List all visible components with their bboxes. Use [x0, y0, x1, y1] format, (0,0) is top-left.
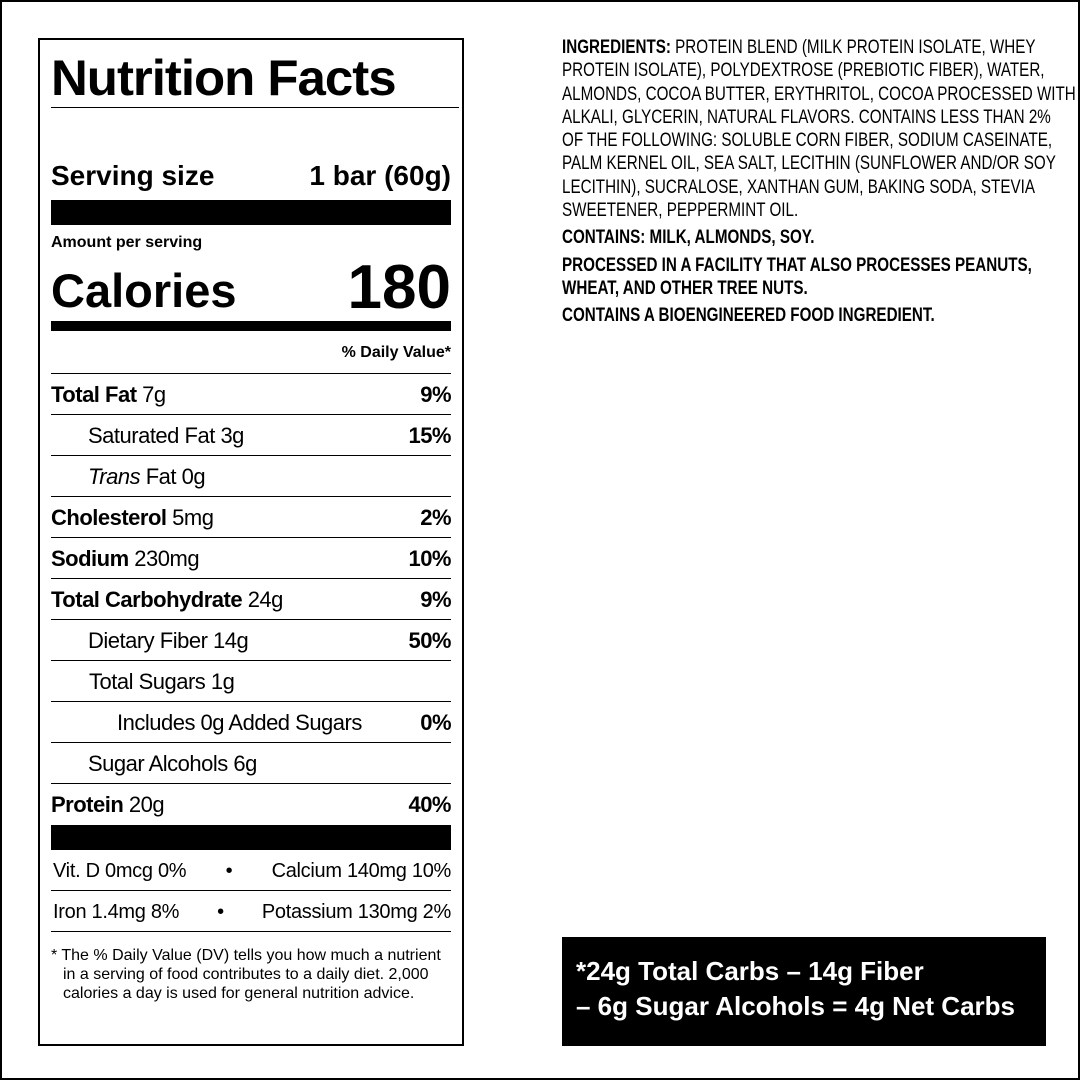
ingredients-line: PROTEIN ISOLATE), POLYDEXTROSE (PREBIOTI… [562, 60, 1045, 82]
net-carbs-line: *24g Total Carbs – 14g Fiber [576, 956, 924, 986]
nutrient-row-protein: Protein 20g 40% [51, 792, 451, 817]
ingredients-panel: INGREDIENTS: PROTEIN BLEND (MILK PROTEIN… [562, 36, 1076, 328]
ingredients-line: OF THE FOLLOWING: SOLUBLE CORN FIBER, SO… [562, 130, 1053, 152]
ingredients-line: PALM KERNEL OIL, SEA SALT, LECITHIN (SUN… [562, 153, 1056, 175]
nutrient-row-total-carbohydrate: Total Carbohydrate 24g 9% [51, 579, 451, 620]
serving-size: Serving size 1 bar (60g) [51, 156, 451, 200]
daily-value-header: % Daily Value* [51, 331, 451, 374]
facility-warning: PROCESSED IN A FACILITY THAT ALSO PROCES… [562, 254, 1032, 276]
nutrient-row-added-sugars: Includes 0g Added Sugars 0% [51, 702, 451, 743]
divider-thick [51, 200, 451, 225]
nutrient-row-trans-fat: Trans Fat 0g [51, 456, 451, 497]
ingredients-line: SWEETENER, PEPPERMINT OIL. [562, 200, 799, 222]
nutrient-row-sugar-alcohols: Sugar Alcohols 6g [51, 743, 451, 784]
calories-row: Calories 180 [51, 252, 451, 321]
ingredients-line: INGREDIENTS: PROTEIN BLEND (MILK PROTEIN… [562, 37, 1036, 58]
serving-size-label: Serving size [51, 160, 215, 191]
allergen-contains: CONTAINS: MILK, ALMONDS, SOY. [562, 227, 815, 249]
nutrient-row-sodium: Sodium 230mg 10% [51, 538, 451, 579]
divider-thick [51, 825, 451, 850]
nutrient-row-total-sugars: Total Sugars 1g [51, 661, 451, 702]
net-carbs-line: – 6g Sugar Alcohols = 4g Net Carbs [576, 991, 1015, 1021]
net-carbs-box: *24g Total Carbs – 14g Fiber – 6g Sugar … [562, 937, 1046, 1046]
ingredients-line: ALKALI, GLYCERIN, NATURAL FLAVORS. CONTA… [562, 106, 1051, 128]
nutrient-row-cholesterol: Cholesterol 5mg 2% [51, 497, 451, 538]
label-title: Nutrition Facts [51, 40, 459, 108]
daily-value-footnote: * The % Daily Value (DV) tells you how m… [51, 947, 441, 1002]
ingredients-line: LECITHIN), SUCRALOSE, XANTHAN GUM, BAKIN… [562, 176, 1035, 198]
ingredients-heading: INGREDIENTS: [562, 37, 671, 58]
serving-size-value: 1 bar (60g) [309, 160, 451, 191]
bioengineered-notice: CONTAINS A BIOENGINEERED FOOD INGREDIENT… [562, 305, 935, 327]
nutrient-row-total-fat: Total Fat 7g 9% [51, 374, 451, 415]
calories-value: 180 [347, 253, 451, 322]
facility-warning: WHEAT, AND OTHER TREE NUTS. [562, 277, 808, 299]
ingredients-line: ALMONDS, COCOA BUTTER, ERYTHRITOL, COCOA… [562, 83, 1076, 105]
nutrient-row-saturated-fat: Saturated Fat 3g 15% [51, 415, 451, 456]
vitamin-row: Vit. D 0mcg 0% • Calcium 140mg 10% [51, 850, 451, 891]
calories-label: Calories [51, 264, 237, 317]
nutrition-facts-panel: Nutrition Facts Serving size 1 bar (60g)… [38, 38, 464, 1046]
nutrient-row-dietary-fiber: Dietary Fiber 14g 50% [51, 620, 451, 661]
amount-per-serving: Amount per serving [51, 234, 203, 251]
divider-medium [51, 321, 451, 331]
vitamin-row: Iron 1.4mg 8% • Potassium 130mg 2% [51, 891, 451, 932]
